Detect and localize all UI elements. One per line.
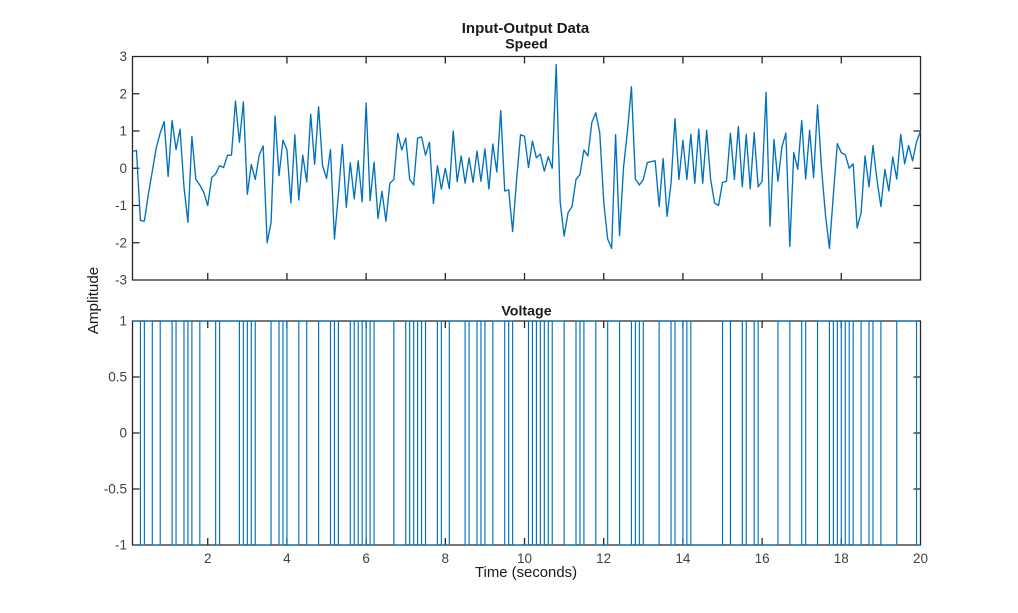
svg-text:-3: -3 (115, 273, 127, 288)
svg-text:1: 1 (119, 124, 127, 139)
svg-text:12: 12 (596, 551, 611, 566)
svg-text:16: 16 (755, 551, 770, 566)
svg-text:-1: -1 (115, 198, 127, 213)
svg-text:-1: -1 (115, 538, 127, 553)
svg-text:Time (seconds): Time (seconds) (475, 565, 577, 581)
svg-text:10: 10 (517, 551, 532, 566)
svg-text:Voltage: Voltage (501, 304, 551, 320)
svg-text:20: 20 (913, 551, 928, 566)
svg-text:2: 2 (204, 551, 212, 566)
svg-text:-2: -2 (115, 235, 127, 250)
svg-text:8: 8 (442, 551, 450, 566)
svg-text:14: 14 (675, 551, 691, 566)
svg-text:4: 4 (283, 551, 291, 566)
svg-text:Input-Output Data: Input-Output Data (462, 20, 590, 37)
svg-text:6: 6 (362, 551, 370, 566)
svg-text:1: 1 (119, 314, 127, 329)
svg-text:18: 18 (834, 551, 849, 566)
svg-text:Amplitude: Amplitude (85, 267, 102, 335)
svg-text:0.5: 0.5 (108, 370, 127, 385)
svg-text:Speed: Speed (505, 37, 548, 53)
svg-text:3: 3 (119, 49, 127, 64)
svg-text:0: 0 (119, 426, 127, 441)
svg-text:-0.5: -0.5 (104, 482, 127, 497)
svg-text:2: 2 (119, 87, 127, 102)
svg-text:0: 0 (119, 161, 127, 176)
